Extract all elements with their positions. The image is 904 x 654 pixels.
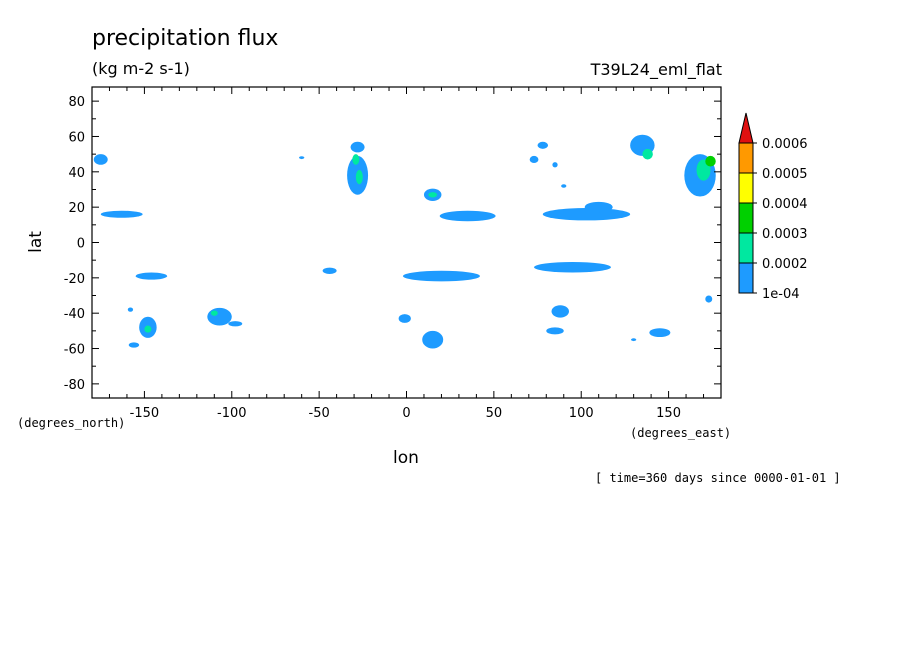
precip-region	[135, 272, 168, 280]
precip-region	[439, 210, 496, 222]
y-tick-label: -60	[64, 343, 85, 358]
x-tick-label: 0	[402, 406, 410, 421]
y-axis-label: lat	[26, 231, 46, 253]
y-tick-label: 60	[68, 130, 85, 145]
x-units-label: (degrees_east)	[630, 426, 731, 440]
precip-region	[631, 338, 637, 342]
axis-ticks: -150 -100 -50 0 50 100 150 -80 -60 -40 -20 0 20 40 60 8…	[64, 87, 722, 421]
y-tick-label: 0	[77, 237, 85, 252]
y-tick-label: -20	[64, 272, 85, 287]
precip-region	[649, 328, 671, 338]
precip-region	[642, 148, 653, 160]
precip-region	[584, 201, 613, 213]
chart-title: precipitation flux	[92, 26, 278, 51]
precip-region	[355, 170, 363, 185]
precip-region	[352, 154, 360, 165]
colorbar-swatch	[738, 232, 754, 264]
colorbar-swatch	[738, 142, 754, 174]
time-note: [ time=360 days since 0000-01-01 ]	[595, 471, 841, 485]
precip-region	[403, 270, 480, 282]
precip-region	[552, 162, 558, 168]
contour-layer	[93, 134, 716, 349]
colorbar-max-triangle	[738, 112, 754, 144]
precip-region	[350, 141, 365, 153]
chart-units: (kg m-2 s-1)	[92, 59, 190, 78]
precip-region	[322, 267, 337, 274]
y-tick-label: -40	[64, 307, 85, 322]
precip-region	[128, 342, 140, 348]
y-tick-label: -80	[64, 378, 85, 393]
colorbar-swatch	[738, 202, 754, 234]
colorbar-swatch	[738, 262, 754, 294]
y-tick-label: 80	[68, 95, 85, 110]
colorbar-label: 0.0005	[762, 167, 808, 182]
precip-region	[705, 155, 716, 167]
y-tick-label: 20	[68, 201, 85, 216]
precip-region	[529, 155, 539, 163]
x-tick-label: 50	[486, 406, 503, 421]
precip-region	[127, 307, 134, 312]
x-tick-label: 100	[569, 406, 594, 421]
colorbar-legend: 1e-04 0.0002 0.0003 0.0004 0.0005 0.0006	[738, 112, 808, 302]
x-tick-label: -100	[217, 406, 247, 421]
x-tick-label: -50	[309, 406, 330, 421]
y-tick-label: 40	[68, 166, 85, 181]
precip-region	[207, 307, 232, 326]
precip-region	[144, 325, 152, 333]
x-tick-label: -150	[130, 406, 160, 421]
precip-region	[299, 156, 305, 160]
precip-region	[561, 184, 567, 188]
precip-region	[422, 330, 444, 349]
precip-region	[551, 305, 569, 318]
colorbar-swatch	[738, 172, 754, 204]
colorbar-label: 0.0002	[762, 257, 808, 272]
plot-area	[92, 87, 721, 398]
colorbar-label: 0.0003	[762, 227, 808, 242]
precip-region	[534, 261, 611, 273]
precip-region	[705, 295, 713, 303]
precip-region	[398, 314, 411, 323]
precip-region	[537, 141, 549, 149]
precip-region	[210, 310, 218, 316]
precip-region	[542, 208, 631, 221]
precip-region	[100, 210, 143, 218]
dataset-label: T39L24_eml_flat	[590, 60, 722, 80]
y-units-label: (degrees_north)	[17, 416, 125, 430]
colorbar-label: 0.0006	[762, 137, 808, 152]
colorbar-label: 0.0004	[762, 197, 808, 212]
colorbar-label: 1e-04	[762, 287, 800, 302]
precip-region	[93, 154, 108, 165]
x-axis-label: lon	[393, 448, 419, 468]
precip-region	[546, 327, 564, 335]
precip-region	[428, 192, 438, 198]
precip-region	[228, 321, 243, 327]
x-tick-label: 150	[656, 406, 681, 421]
